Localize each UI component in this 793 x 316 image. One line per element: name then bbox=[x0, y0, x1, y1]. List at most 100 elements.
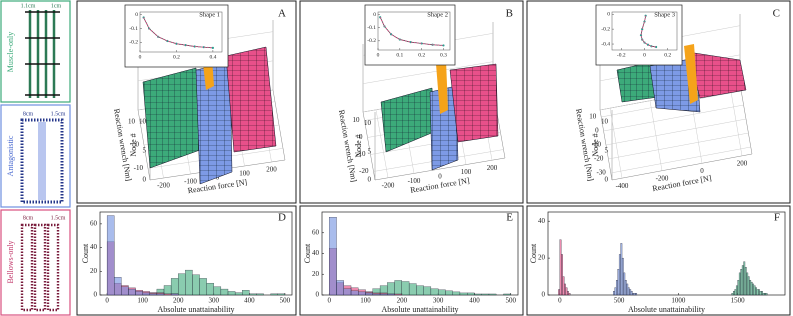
z-tick-label: 5 bbox=[368, 147, 372, 155]
bar bbox=[242, 290, 250, 296]
x-tick-label: 0.2 bbox=[173, 54, 180, 60]
bar bbox=[408, 283, 417, 296]
grid-line bbox=[603, 104, 744, 132]
bar bbox=[121, 286, 129, 296]
bar bbox=[249, 293, 257, 296]
x-tick-label: 100 bbox=[461, 168, 472, 176]
bar bbox=[738, 272, 741, 296]
bar bbox=[178, 273, 186, 296]
bar bbox=[372, 293, 381, 296]
bar bbox=[764, 293, 766, 296]
bar bbox=[474, 293, 482, 296]
schematic-bellows bbox=[0, 209, 71, 316]
z-tick-label: 0 bbox=[368, 176, 372, 184]
z-tick-label: 5 bbox=[143, 146, 147, 154]
y-tick-label: 60 bbox=[312, 228, 320, 236]
panel-letter: F bbox=[774, 212, 780, 224]
bar bbox=[561, 254, 563, 296]
marker bbox=[193, 45, 196, 48]
bar bbox=[227, 291, 236, 296]
y-tick-label: -0.4 bbox=[601, 41, 610, 47]
inset-axes bbox=[139, 11, 223, 53]
y-tick-label: -0.2 bbox=[367, 38, 376, 44]
bar bbox=[737, 280, 740, 296]
x-tick-label: 0 bbox=[328, 297, 332, 305]
bar bbox=[185, 269, 193, 296]
bar bbox=[423, 286, 432, 296]
y-axis-label: Count bbox=[529, 243, 538, 263]
panel-frame bbox=[76, 0, 297, 204]
bar bbox=[343, 288, 352, 296]
x-tick-label: -100 bbox=[408, 177, 421, 185]
z-tick-label: 5 bbox=[605, 146, 609, 154]
bar bbox=[452, 291, 461, 296]
surfaces-c bbox=[616, 44, 747, 113]
x-tick-label: 0 bbox=[438, 173, 442, 181]
panel-letter: C bbox=[773, 8, 780, 20]
x-tick-label: 200 bbox=[737, 159, 748, 167]
y-tick-label: -0.2 bbox=[601, 26, 610, 32]
y-tick-label: 20 bbox=[312, 270, 320, 278]
bar bbox=[740, 269, 743, 296]
dimension: 1.1cm bbox=[21, 3, 36, 9]
y-tick-label: -0.2 bbox=[129, 40, 138, 46]
bar bbox=[624, 280, 627, 296]
bar bbox=[756, 289, 759, 296]
bar bbox=[567, 291, 569, 296]
bar bbox=[358, 291, 366, 296]
x-tick-label: 200 bbox=[266, 166, 277, 174]
y-tick-label: -10 bbox=[134, 164, 144, 172]
x-tick-label: -200 bbox=[382, 181, 395, 189]
bar bbox=[445, 290, 453, 296]
bar bbox=[220, 288, 229, 296]
bar bbox=[765, 293, 768, 296]
bar bbox=[629, 289, 632, 296]
bar bbox=[488, 293, 497, 296]
y-tick-label: 40 bbox=[312, 249, 320, 257]
marker bbox=[202, 46, 205, 49]
y-tick-label: 10 bbox=[589, 113, 597, 121]
x-axis-label: Absolute unattainability bbox=[628, 305, 705, 314]
panel-letter: D bbox=[278, 212, 286, 224]
x-tick-label: 0 bbox=[377, 52, 380, 58]
bar bbox=[142, 292, 150, 296]
bar bbox=[128, 288, 136, 296]
grid-line bbox=[608, 132, 749, 160]
bar bbox=[630, 291, 633, 296]
y-axis-label: Count bbox=[81, 243, 90, 263]
surfaces-a bbox=[142, 46, 277, 185]
panel-frame bbox=[299, 205, 524, 316]
y-tick-label: 60 bbox=[90, 219, 98, 227]
bar bbox=[170, 293, 179, 296]
bar bbox=[741, 265, 744, 296]
x-tick-label: 200 bbox=[173, 297, 184, 305]
bar bbox=[387, 293, 395, 296]
plot-area bbox=[547, 211, 786, 296]
z-axis-label: Node # bbox=[354, 134, 363, 157]
x-axis-label: Absolute unattainability bbox=[157, 305, 234, 314]
bar bbox=[562, 276, 565, 296]
bar bbox=[620, 243, 623, 296]
bar bbox=[743, 261, 746, 296]
bar bbox=[416, 285, 424, 296]
panel-label: Antagonistic bbox=[6, 135, 15, 176]
inset-title: Shape 1 bbox=[199, 11, 220, 18]
bar bbox=[627, 287, 630, 296]
bar bbox=[199, 278, 207, 296]
surfaces-b bbox=[380, 60, 499, 171]
marker bbox=[442, 44, 445, 47]
y-tick-label: -20 bbox=[594, 155, 604, 163]
x-tick-label: -0.2 bbox=[617, 52, 626, 58]
x-axis-label: Absolute unattainability bbox=[381, 305, 458, 314]
bar bbox=[401, 281, 410, 296]
y-tick-label: 0 bbox=[94, 291, 98, 299]
z-tick-label: 0 bbox=[605, 176, 609, 184]
panel-frame bbox=[76, 205, 297, 316]
bar bbox=[329, 217, 337, 296]
bar bbox=[192, 274, 200, 296]
dimension: 8cm bbox=[23, 215, 34, 221]
bar bbox=[762, 293, 765, 296]
bar bbox=[481, 293, 490, 296]
y-tick-label: 0 bbox=[542, 291, 546, 299]
